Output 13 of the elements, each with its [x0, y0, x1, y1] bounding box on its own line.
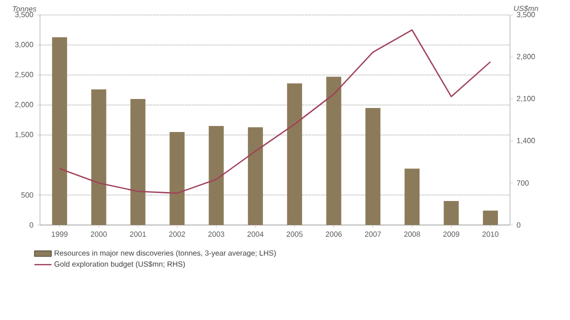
- bar: [365, 108, 380, 225]
- bar: [91, 89, 106, 225]
- bar: [170, 132, 185, 225]
- line-series: [58, 29, 492, 194]
- bar: [444, 201, 459, 225]
- bar: [404, 168, 420, 225]
- bar: [482, 210, 498, 225]
- bar: [287, 83, 302, 225]
- bar: [52, 37, 68, 225]
- bar: [130, 99, 146, 225]
- bar: [208, 126, 224, 225]
- bar: [326, 76, 342, 225]
- bar: [248, 127, 263, 225]
